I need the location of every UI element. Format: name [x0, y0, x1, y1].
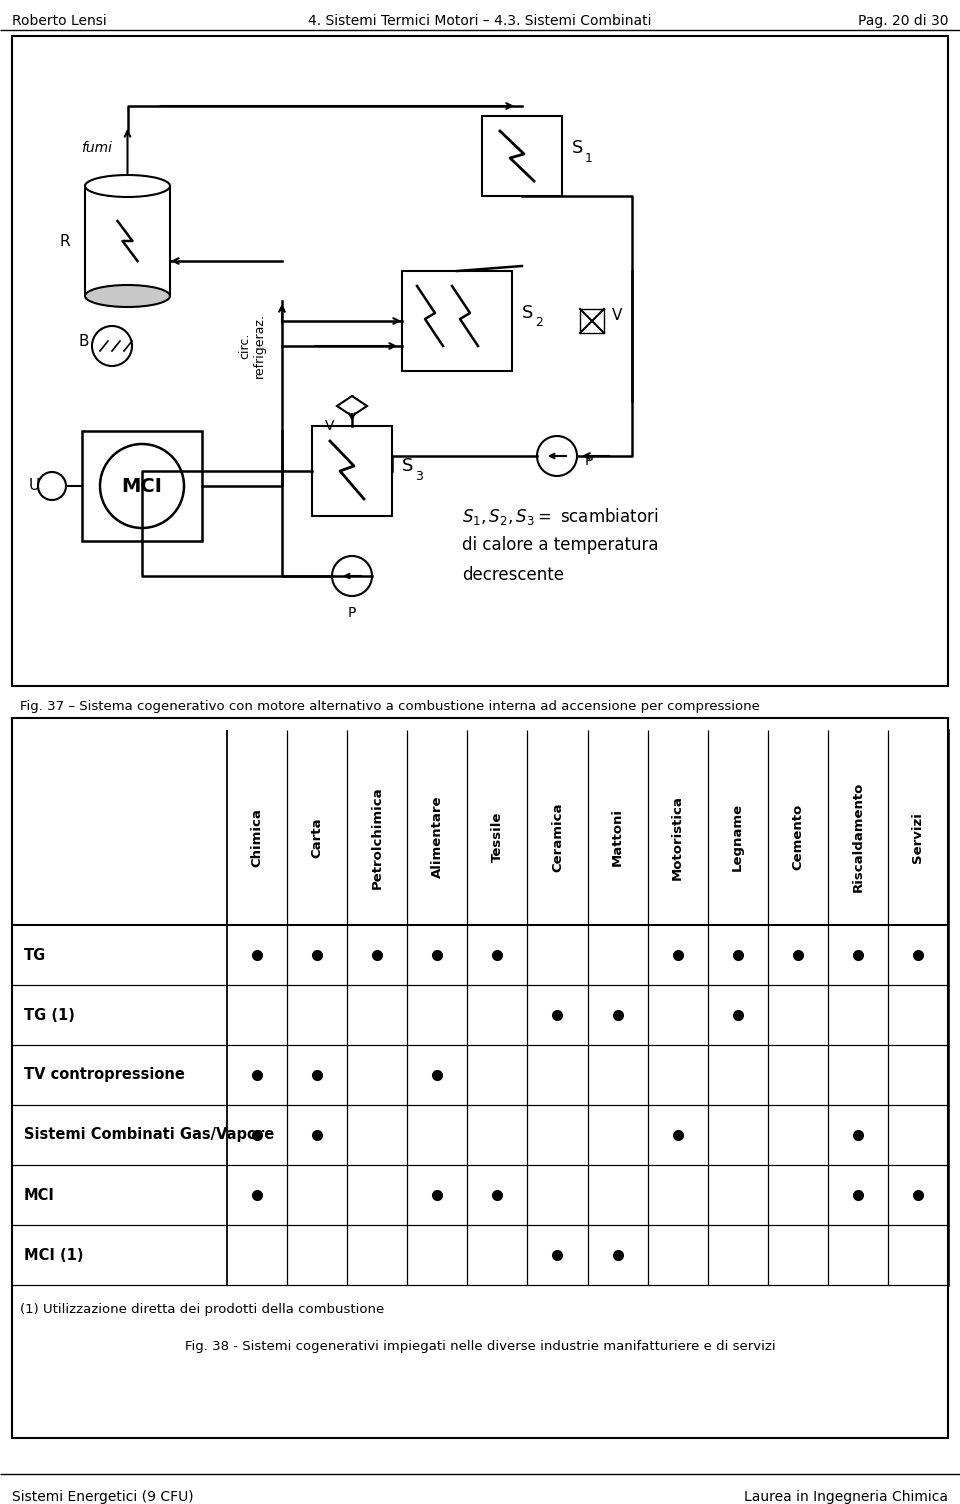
Bar — [17, 735, 943, 1280]
Text: S: S — [572, 138, 584, 156]
Text: Riscaldamento: Riscaldamento — [852, 782, 864, 892]
Text: TG (1): TG (1) — [24, 1008, 75, 1023]
Text: V: V — [612, 308, 622, 323]
Text: 1: 1 — [585, 152, 593, 164]
Text: S: S — [402, 457, 414, 475]
Text: R: R — [60, 233, 70, 248]
Text: Sistemi Energetici (9 CFU): Sistemi Energetici (9 CFU) — [12, 1490, 194, 1504]
Text: U: U — [29, 478, 39, 493]
Bar — [312, 426, 392, 516]
Text: Mattoni: Mattoni — [612, 808, 624, 866]
Text: MCI: MCI — [24, 1188, 55, 1203]
Text: Tessile: Tessile — [491, 812, 504, 862]
Polygon shape — [337, 396, 367, 417]
Bar — [12, 36, 948, 686]
Text: Legname: Legname — [732, 803, 744, 871]
Text: Pag. 20 di 30: Pag. 20 di 30 — [857, 14, 948, 29]
Text: decrescente: decrescente — [462, 566, 564, 584]
Text: Sistemi Combinati Gas/Vapore: Sistemi Combinati Gas/Vapore — [24, 1128, 275, 1143]
Bar — [12, 729, 948, 1284]
Text: 2: 2 — [535, 316, 542, 329]
Ellipse shape — [85, 284, 170, 307]
Bar — [12, 710, 948, 1370]
Text: Laurea in Ingegneria Chimica: Laurea in Ingegneria Chimica — [744, 1490, 948, 1504]
Ellipse shape — [85, 174, 170, 197]
Text: Motoristica: Motoristica — [671, 794, 684, 880]
Text: Fig. 38 - Sistemi cogenerativi impiegati nelle diverse industrie manifatturiere : Fig. 38 - Sistemi cogenerativi impiegati… — [184, 1340, 776, 1354]
Text: Carta: Carta — [311, 817, 324, 857]
Text: TV contropressione: TV contropressione — [24, 1068, 185, 1083]
Text: Servizi: Servizi — [911, 812, 924, 863]
Text: MCI: MCI — [122, 477, 162, 495]
Text: S: S — [522, 304, 534, 322]
Text: TG: TG — [24, 948, 46, 963]
Text: P: P — [348, 606, 356, 620]
Bar — [12, 717, 948, 1438]
Text: P: P — [585, 454, 593, 468]
Bar — [85, 186, 170, 296]
Text: B: B — [79, 334, 89, 349]
Bar — [82, 432, 202, 541]
Circle shape — [332, 556, 372, 596]
Text: 3: 3 — [415, 469, 422, 483]
Text: circ.
refrigeraz.: circ. refrigeraz. — [238, 313, 266, 379]
Text: 4. Sistemi Termici Motori – 4.3. Sistemi Combinati: 4. Sistemi Termici Motori – 4.3. Sistemi… — [308, 14, 652, 29]
Circle shape — [537, 436, 577, 475]
Text: Roberto Lensi: Roberto Lensi — [12, 14, 107, 29]
Text: Petrolchimica: Petrolchimica — [371, 787, 384, 889]
Bar — [402, 271, 512, 371]
Text: Alimentare: Alimentare — [431, 796, 444, 878]
Text: Fig. 37 – Sistema cogenerativo con motore alternativo a combustione interna ad a: Fig. 37 – Sistema cogenerativo con motor… — [20, 699, 760, 713]
Text: Ceramica: Ceramica — [551, 803, 564, 872]
Text: Chimica: Chimica — [251, 808, 264, 866]
Circle shape — [38, 472, 66, 499]
Circle shape — [100, 444, 184, 528]
Text: V: V — [325, 420, 335, 433]
Circle shape — [92, 326, 132, 365]
Text: $S_1, S_2, S_3 =$ scambiatori: $S_1, S_2, S_3 =$ scambiatori — [462, 505, 659, 526]
Bar — [482, 116, 562, 196]
Text: (1) Utilizzazione diretta dei prodotti della combustione: (1) Utilizzazione diretta dei prodotti d… — [20, 1302, 384, 1316]
Text: MCI (1): MCI (1) — [24, 1247, 84, 1262]
Text: fumi: fumi — [82, 141, 112, 155]
Text: Cemento: Cemento — [791, 805, 804, 871]
Text: di calore a temperatura: di calore a temperatura — [462, 535, 659, 553]
